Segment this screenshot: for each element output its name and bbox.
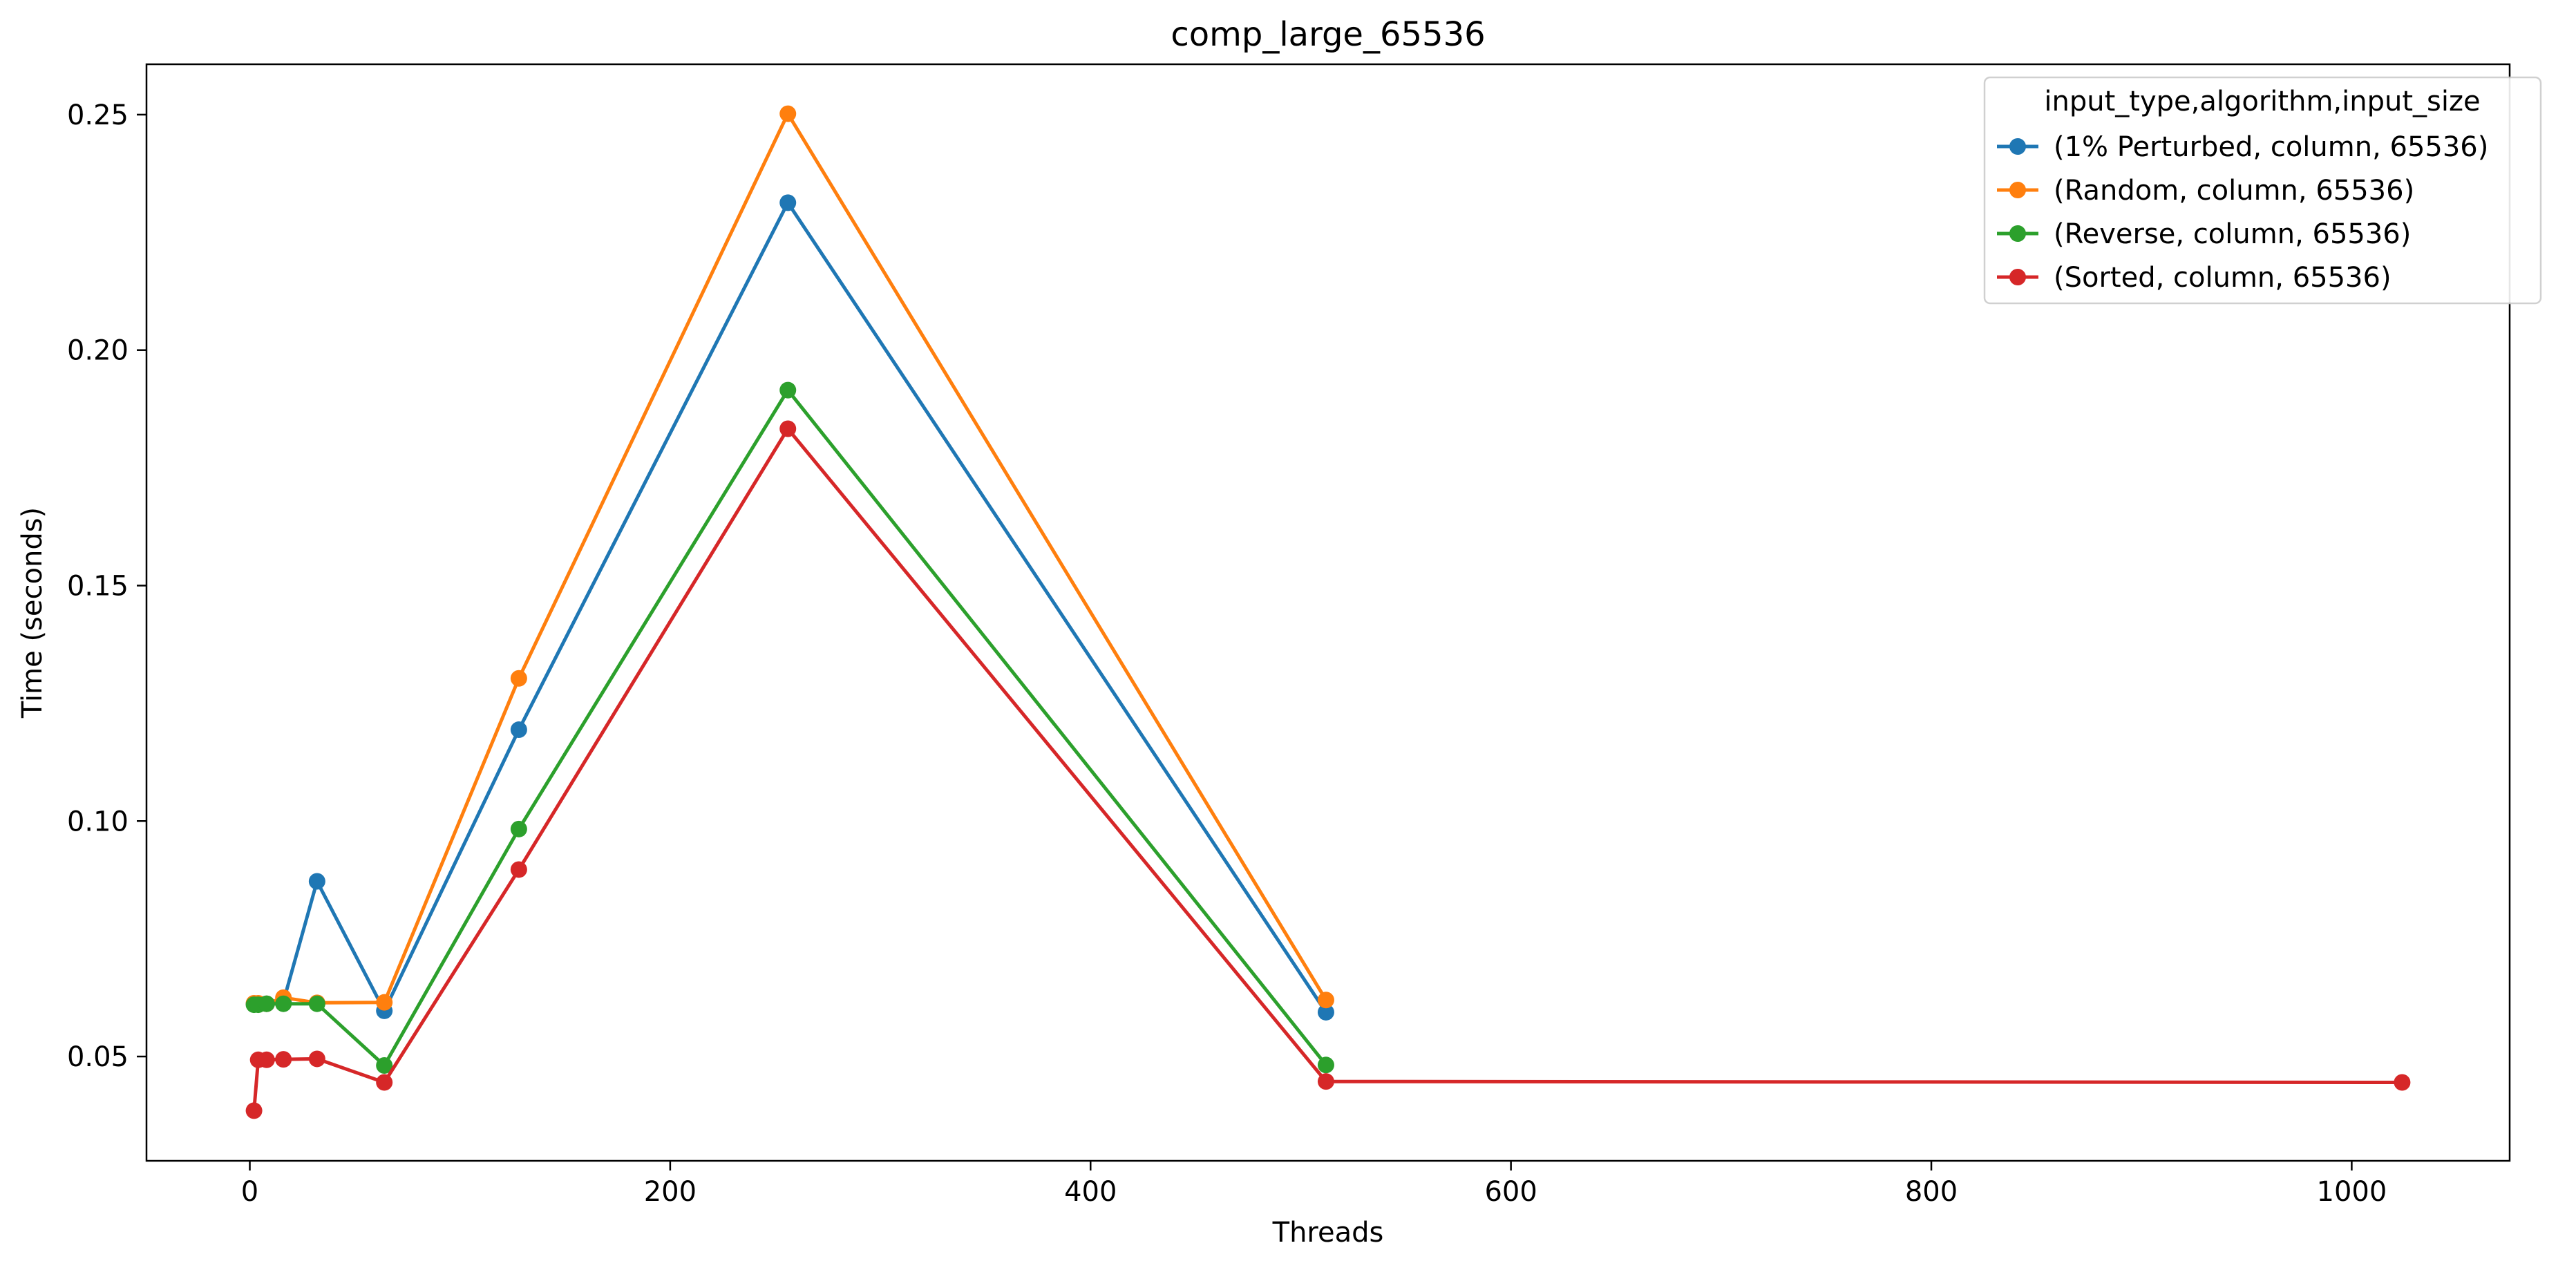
x-tick-label: 200 [644, 1176, 697, 1208]
data-point [779, 381, 797, 399]
plot-frame [145, 63, 2511, 1162]
data-point [275, 1051, 292, 1068]
x-tick-label: 0 [241, 1176, 258, 1208]
data-point [779, 420, 797, 437]
series-0 [245, 194, 1334, 1021]
series-line [254, 388, 1327, 1068]
data-point [258, 995, 275, 1012]
data-point [376, 1074, 393, 1091]
data-point [1317, 992, 1334, 1009]
data-point [258, 1051, 275, 1068]
data-point [376, 1056, 393, 1074]
series-1 [245, 105, 1334, 1012]
data-point [245, 1102, 263, 1119]
x-tick-label: 400 [1064, 1176, 1117, 1208]
data-point [308, 1050, 325, 1068]
x-tick-label: 1000 [2317, 1176, 2387, 1208]
data-point [510, 861, 527, 878]
legend-marker [2009, 182, 2026, 198]
x-tick-label: 800 [1905, 1176, 1958, 1208]
data-point [275, 995, 292, 1012]
legend-label: (Sorted, column, 65536) [2054, 262, 2392, 294]
series-line [254, 112, 1328, 1006]
series-3 [245, 420, 2411, 1119]
legend-marker [2009, 138, 2026, 155]
data-point [779, 105, 797, 122]
legend-marker [2009, 225, 2026, 242]
chart-title: comp_large_65536 [1171, 15, 1485, 54]
x-axis: 0 200 400 600 800 1000 [241, 1161, 2387, 1208]
data-point [1317, 1056, 1334, 1074]
y-tick-label: 0.10 [67, 806, 129, 837]
series-2 [245, 381, 1334, 1074]
data-point [779, 194, 797, 211]
x-tick-label: 600 [1484, 1176, 1537, 1208]
legend-label: (1% Perturbed, column, 65536) [2054, 131, 2488, 163]
data-point [510, 721, 527, 739]
legend-label: (Reverse, column, 65536) [2054, 218, 2411, 250]
y-tick-label: 0.05 [67, 1041, 129, 1073]
y-tick-label: 0.15 [67, 570, 129, 602]
y-axis-title: Time (seconds) [17, 507, 48, 719]
series-line [254, 200, 1328, 1014]
data-point [308, 873, 325, 890]
data-point [1317, 1003, 1334, 1021]
data-point [1317, 1073, 1334, 1090]
legend-title: input_type,algorithm,input_size [2044, 86, 2480, 117]
legend-label: (Random, column, 65536) [2054, 175, 2414, 207]
legend-box [1983, 76, 2542, 305]
x-axis-title: Threads [1272, 1217, 1384, 1249]
data-point [510, 820, 527, 837]
data-point [510, 670, 527, 687]
plot-area [145, 63, 2511, 1162]
data-point [308, 995, 325, 1012]
y-axis: 0.05 0.10 0.15 0.20 0.25 [67, 99, 146, 1073]
data-point [376, 994, 393, 1011]
y-tick-label: 0.25 [67, 99, 129, 131]
data-point [2394, 1074, 2411, 1091]
legend-marker [2009, 269, 2026, 285]
y-tick-label: 0.20 [67, 335, 129, 367]
legend: input_type,algorithm,input_size (1% Pertu… [1983, 76, 2542, 305]
